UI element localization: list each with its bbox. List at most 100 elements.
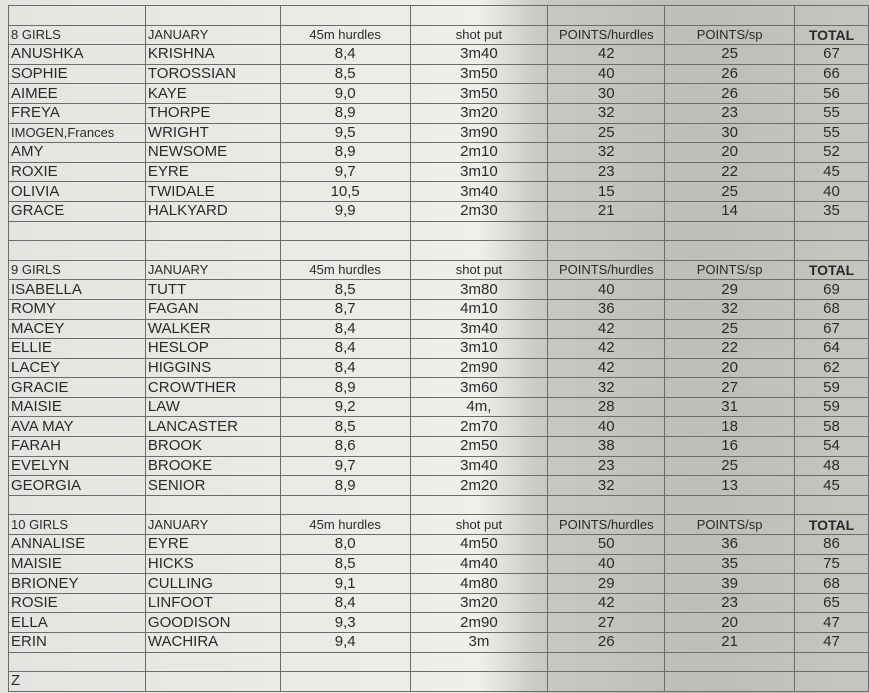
shot-put: 3m60 <box>409 377 549 398</box>
shot-put: 4m40 <box>409 553 549 575</box>
table-row: GEORGIA SENIOR 8,9 2m20 32 13 45 <box>8 475 869 496</box>
empty-cell <box>409 494 549 516</box>
empty-cell <box>794 240 869 261</box>
hurdles-time: 8,6 <box>279 436 411 457</box>
total: 40 <box>794 181 869 202</box>
first-name: MAISIE <box>8 396 146 418</box>
points-hurdles: 27 <box>547 612 666 633</box>
footer-cell: Z <box>8 671 146 692</box>
hurdles-time: 9,9 <box>279 200 411 222</box>
shot-put: 3m40 <box>409 455 549 477</box>
points-hurdles: 23 <box>547 455 666 477</box>
hurdles-time: 8,5 <box>279 553 411 575</box>
first-name: ELLIE <box>8 338 146 359</box>
hurdles-time: 8,5 <box>279 279 411 300</box>
last-name: LAW <box>144 396 281 418</box>
points-sp: 31 <box>664 396 796 418</box>
total: 45 <box>794 161 869 183</box>
empty-cell <box>664 651 796 673</box>
empty-cell <box>279 651 411 673</box>
group-header-row: 8 GIRLS JANUARY 45m hurdles shot put POINTS/… <box>8 24 869 46</box>
column-header: POINTS/sp <box>664 514 796 536</box>
hurdles-time: 8,9 <box>279 377 411 398</box>
table-row: GRACE HALKYARD 9,9 2m30 21 14 35 <box>8 200 869 222</box>
last-name: WACHIRA <box>144 632 281 653</box>
shot-put: 3m90 <box>409 122 549 144</box>
points-hurdles: 32 <box>547 102 666 124</box>
hurdles-time: 8,5 <box>279 63 411 85</box>
empty-cell <box>547 671 666 692</box>
blank-row <box>8 494 869 516</box>
points-hurdles: 25 <box>547 122 666 144</box>
hurdles-time: 9,3 <box>279 612 411 633</box>
hurdles-time: 9,5 <box>279 122 411 144</box>
total: 47 <box>794 632 869 653</box>
shot-put: 3m10 <box>409 161 549 183</box>
hurdles-time: 10,5 <box>279 181 411 202</box>
empty-cell <box>8 5 146 26</box>
hurdles-time: 9,7 <box>279 455 411 477</box>
first-name: LACEY <box>8 357 146 379</box>
points-hurdles: 40 <box>547 553 666 575</box>
empty-cell <box>547 220 666 242</box>
table-row: MAISIE HICKS 8,5 4m40 40 35 75 <box>8 553 869 575</box>
table-row: MACEY WALKER 8,4 3m40 42 25 67 <box>8 318 869 340</box>
points-hurdles: 42 <box>547 338 666 359</box>
last-name: HALKYARD <box>144 200 281 222</box>
points-hurdles: 21 <box>547 200 666 222</box>
empty-cell <box>547 651 666 673</box>
hurdles-time: 8,9 <box>279 102 411 124</box>
first-name: FREYA <box>8 102 146 124</box>
table-row: SOPHIE TOROSSIAN 8,5 3m50 40 26 66 <box>8 63 869 85</box>
table-row: GRACIE CROWTHER 8,9 3m60 32 27 59 <box>8 377 869 398</box>
total: 64 <box>794 338 869 359</box>
total: 67 <box>794 44 869 65</box>
empty-cell <box>409 220 549 242</box>
column-header: shot put <box>409 514 549 536</box>
blank-row <box>8 220 869 242</box>
total: 75 <box>794 553 869 575</box>
empty-cell <box>547 240 666 261</box>
empty-cell <box>279 220 411 242</box>
empty-cell <box>409 671 549 692</box>
empty-cell <box>409 651 549 673</box>
last-name: KRISHNA <box>144 44 281 65</box>
first-name: OLIVIA <box>8 181 146 202</box>
last-name: THORPE <box>144 102 281 124</box>
points-hurdles: 40 <box>547 63 666 85</box>
table-row: MAISIE LAW 9,2 4m, 28 31 59 <box>8 396 869 418</box>
empty-cell <box>144 5 281 26</box>
column-header: TOTAL <box>794 259 869 281</box>
last-name: TUTT <box>144 279 281 300</box>
points-hurdles: 28 <box>547 396 666 418</box>
column-header: shot put <box>409 24 549 46</box>
results-sheet: 8 GIRLS JANUARY 45m hurdles shot put POINTS/… <box>8 5 869 692</box>
table-row: OLIVIA TWIDALE 10,5 3m40 15 25 40 <box>8 181 869 202</box>
shot-put: 3m40 <box>409 44 549 65</box>
column-header: POINTS/hurdles <box>547 24 666 46</box>
total: 69 <box>794 279 869 300</box>
total: 58 <box>794 416 869 438</box>
total: 56 <box>794 83 869 104</box>
points-hurdles: 23 <box>547 161 666 183</box>
points-sp: 22 <box>664 338 796 359</box>
shot-put: 2m90 <box>409 612 549 633</box>
points-sp: 32 <box>664 298 796 320</box>
shot-put: 3m40 <box>409 181 549 202</box>
empty-cell <box>664 220 796 242</box>
points-sp: 30 <box>664 122 796 144</box>
table-row: AIMEE KAYE 9,0 3m50 30 26 56 <box>8 83 869 104</box>
total: 68 <box>794 573 869 594</box>
empty-cell <box>8 494 146 516</box>
empty-cell <box>794 651 869 673</box>
empty-cell <box>664 671 796 692</box>
hurdles-time: 9,1 <box>279 573 411 594</box>
hurdles-time: 8,4 <box>279 592 411 614</box>
points-sp: 36 <box>664 534 796 555</box>
points-sp: 22 <box>664 161 796 183</box>
shot-put: 4m10 <box>409 298 549 320</box>
hurdles-time: 9,7 <box>279 161 411 183</box>
empty-cell <box>144 220 281 242</box>
first-name: MAISIE <box>8 553 146 575</box>
first-name: ANNALISE <box>8 534 146 555</box>
